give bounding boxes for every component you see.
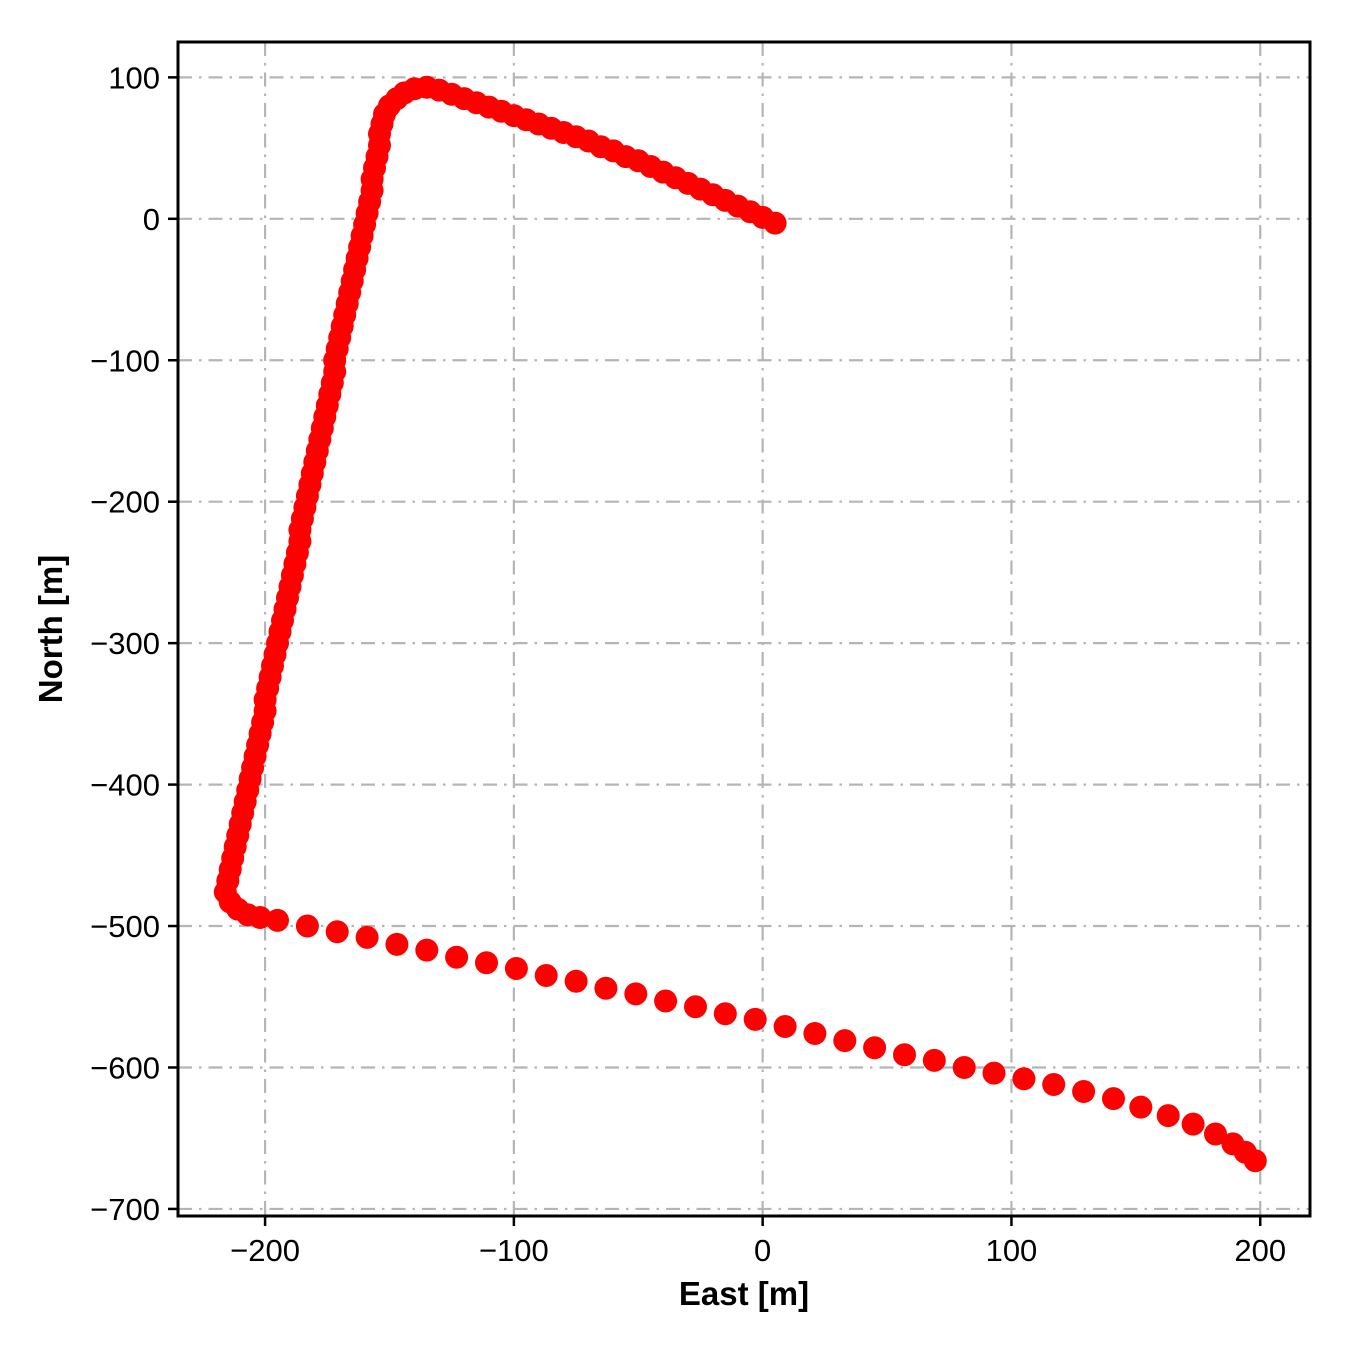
data-point-marker [654,989,678,1013]
data-point-marker [248,906,272,929]
data-point-marker [1181,1112,1205,1136]
data-point-marker [952,1056,976,1079]
x-tick-label: 0 [754,1233,771,1268]
x-tick-label: 200 [1234,1233,1286,1268]
data-point-marker [624,982,648,1006]
data-point-marker [1204,1122,1227,1146]
data-point-marker [325,920,349,944]
data-point-marker [355,925,379,949]
y-tick-label: 0 [143,202,160,237]
y-tick-label: −100 [90,343,160,378]
data-point-marker [1042,1073,1066,1096]
x-axis-label: East [m] [679,1275,809,1312]
y-tick-label: −600 [90,1050,160,1085]
data-point-marker [833,1029,857,1053]
data-point-marker [1243,1149,1267,1173]
y-tick-label: −700 [90,1192,160,1227]
data-point-marker [713,1002,737,1026]
data-point-marker [385,932,409,956]
y-tick-label: −400 [90,768,160,803]
tick-labels: −200 −100 0 100 200 100 0 −100 −200 −300 −400 −500 −… [90,60,1286,1268]
data-point-marker [743,1007,767,1031]
data-point-marker [1102,1087,1125,1111]
data-point-marker [803,1022,827,1045]
data-point-marker [475,951,498,975]
data-point-marker [863,1036,887,1060]
data-point-marker [266,908,289,932]
data-point-marker [594,976,618,1000]
data-point-marker [922,1048,946,1072]
data-point-marker [982,1061,1006,1085]
data-point-marker [1072,1080,1096,1103]
data-point-marker [1012,1067,1036,1091]
data-point-marker [415,938,439,962]
data-point-marker [773,1015,797,1038]
data-point-marker [504,957,528,980]
x-tick-label: −100 [479,1233,549,1268]
data-point-marker [295,914,319,938]
y-tick-label: −300 [90,626,160,661]
plot-border [176,40,1312,1218]
x-tick-label: 100 [986,1233,1038,1268]
y-tick-label: −500 [90,909,160,944]
data-point-marker [534,964,558,987]
y-tick-label: 100 [108,60,160,95]
data-point-marker [564,969,588,993]
y-tick-label: −200 [90,485,160,520]
axes-spines [176,40,1312,1218]
data-point-marker [445,945,469,969]
data-point-marker [684,995,707,1019]
x-tick-label: −200 [230,1233,300,1268]
data-point-marker [1156,1104,1180,1128]
data-point-marker [893,1043,916,1067]
y-axis-label: North [m] [32,555,69,703]
tick-marks [168,76,1262,1226]
data-point-marker [1129,1095,1153,1119]
data-points [213,75,1267,1173]
